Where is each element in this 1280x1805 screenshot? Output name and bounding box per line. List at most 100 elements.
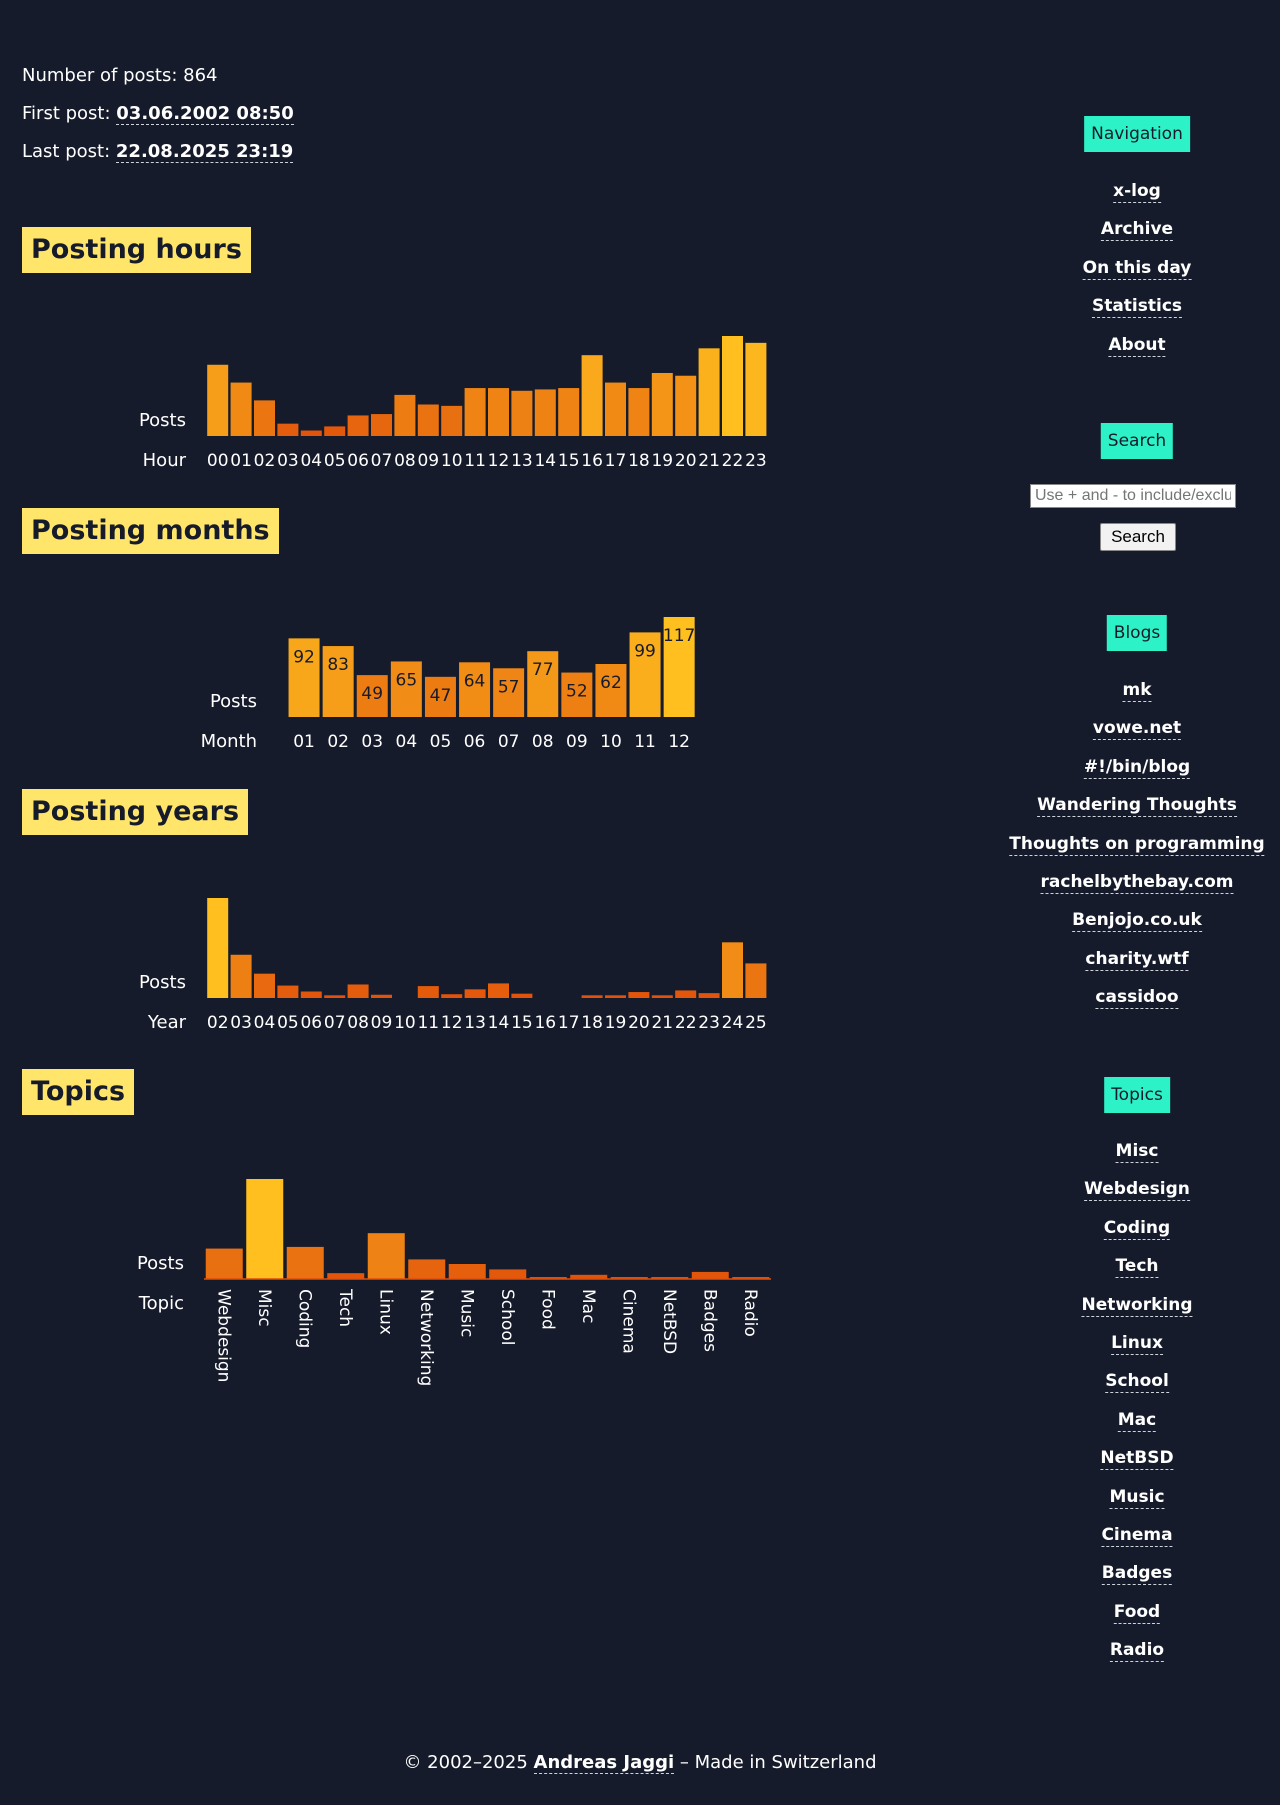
tick-label-Tech: Tech: [335, 1288, 355, 1327]
tick-label-12: 12: [668, 732, 690, 752]
blog-link-rachelbythebay-com[interactable]: rachelbythebay.com: [1040, 872, 1234, 894]
tick-label-02: 02: [327, 732, 349, 752]
nav-link-statistics[interactable]: Statistics: [1091, 296, 1183, 319]
nav-link-x-log[interactable]: x-log: [1113, 181, 1161, 203]
nav-link-on-this-day[interactable]: On this day: [1082, 257, 1192, 280]
tick-label-19: 19: [605, 1013, 627, 1033]
topic-link-music[interactable]: Music: [1109, 1486, 1165, 1509]
tick-label-12: 12: [488, 451, 510, 471]
stats-last-post-link[interactable]: 22.08.2025 23:19: [115, 141, 294, 163]
blog-link-thoughts-on-programming[interactable]: Thoughts on programming: [1009, 833, 1265, 856]
topic-link-cinema[interactable]: Cinema: [1101, 1525, 1173, 1547]
topic-link-misc[interactable]: Misc: [1115, 1141, 1159, 1163]
tick-label-School: School: [497, 1289, 517, 1345]
tick-label-Webdesign: Webdesign: [213, 1289, 233, 1382]
footer: © 2002–2025 Andreas Jaggi – Made in Swit…: [0, 1752, 1280, 1774]
data-label-02: 83: [327, 655, 349, 675]
tick-label-09: 09: [417, 451, 439, 471]
xlabel: Topic: [138, 1293, 184, 1314]
tick-label-05: 05: [324, 451, 346, 471]
tick-label-Coding: Coding: [294, 1289, 314, 1348]
bar-Music: [448, 1264, 486, 1279]
ylabel: Posts: [210, 691, 257, 712]
stats-first-post-link[interactable]: 03.06.2002 08:50: [116, 103, 294, 125]
nav-link-about[interactable]: About: [1108, 334, 1166, 357]
footer-author-link[interactable]: Andreas Jaggi: [533, 1752, 675, 1774]
bar-19: [605, 995, 626, 998]
tick-label-04: 04: [254, 1013, 276, 1033]
bar-15: [511, 993, 533, 998]
tick-label-10: 10: [441, 451, 463, 471]
bar-05: [277, 985, 299, 998]
topic-link-coding[interactable]: Coding: [1103, 1217, 1171, 1240]
bar-Webdesign: [205, 1248, 243, 1279]
tick-label-Badges: Badges: [699, 1289, 719, 1352]
search-button[interactable]: Search: [1100, 523, 1176, 551]
topic-link-school[interactable]: School: [1105, 1371, 1169, 1394]
tick-label-07: 07: [371, 451, 393, 471]
tick-label-15: 15: [558, 451, 580, 471]
blog-link-bin-blog[interactable]: #!/bin/blog: [1083, 756, 1191, 779]
blog-link-cassidoo[interactable]: cassidoo: [1095, 987, 1179, 1010]
footer-suffix: – Made in Switzerland: [679, 1752, 877, 1773]
topic-link-tech[interactable]: Tech: [1115, 1256, 1159, 1279]
topic-link-food[interactable]: Food: [1113, 1601, 1161, 1624]
tick-label-14: 14: [488, 1013, 510, 1033]
tick-label-11: 11: [417, 1013, 439, 1033]
search-input[interactable]: [1030, 484, 1236, 508]
bar-12: [663, 617, 695, 717]
tick-label-08: 08: [347, 1013, 369, 1033]
tick-label-04: 04: [396, 732, 418, 752]
tick-label-22: 22: [675, 1013, 697, 1033]
bar-24: [722, 942, 743, 998]
bar-Tech: [327, 1273, 365, 1279]
blog-link-charity-wtf[interactable]: charity.wtf: [1085, 948, 1189, 971]
nav-link-archive[interactable]: Archive: [1100, 219, 1174, 242]
bar-13: [511, 390, 533, 436]
stats-first-post-label: First post:: [22, 103, 111, 124]
bar-05: [324, 426, 346, 436]
blog-link-mk[interactable]: mk: [1122, 680, 1152, 702]
bar-07: [493, 668, 525, 717]
tick-label-03: 03: [361, 732, 383, 752]
bar-10: [441, 405, 463, 436]
bar-02: [207, 898, 229, 998]
bar-Food: [529, 1277, 567, 1279]
tick-label-Music: Music: [456, 1289, 476, 1337]
tick-label-19: 19: [651, 451, 673, 471]
bar-21: [698, 348, 720, 436]
topic-link-badges[interactable]: Badges: [1101, 1563, 1173, 1586]
bar-09: [417, 404, 439, 436]
bar-00: [207, 364, 229, 436]
tick-label-08: 08: [532, 732, 554, 752]
data-label-10: 62: [600, 673, 622, 693]
topic-link-linux[interactable]: Linux: [1111, 1333, 1163, 1355]
tick-label-06: 06: [300, 1013, 322, 1033]
blog-link-vowe-net[interactable]: vowe.net: [1092, 718, 1182, 741]
topic-link-radio[interactable]: Radio: [1109, 1640, 1165, 1663]
topic-link-webdesign[interactable]: Webdesign: [1084, 1179, 1190, 1202]
blog-link-benjojo-co-uk[interactable]: Benjojo.co.uk: [1072, 910, 1202, 933]
bar-School: [489, 1269, 527, 1279]
bar-18: [581, 995, 603, 998]
tick-label-09: 09: [371, 1013, 393, 1033]
tick-label-21: 21: [651, 1013, 673, 1033]
bar-07: [324, 995, 346, 998]
tick-label-20: 20: [628, 1013, 650, 1033]
topic-link-netbsd[interactable]: NetBSD: [1100, 1448, 1174, 1471]
bar-04: [390, 661, 422, 717]
topic-link-networking[interactable]: Networking: [1081, 1294, 1193, 1317]
topic-link-mac[interactable]: Mac: [1117, 1409, 1157, 1432]
tick-label-17: 17: [558, 1013, 580, 1033]
bar-10: [595, 664, 627, 717]
sidebar-heading-navigation: Navigation: [1084, 116, 1190, 152]
bar-08: [347, 984, 369, 998]
blog-link-wandering-thoughts[interactable]: Wandering Thoughts: [1037, 795, 1237, 818]
bar-04: [300, 430, 322, 436]
tick-label-21: 21: [698, 451, 720, 471]
tick-label-17: 17: [605, 451, 627, 471]
heading-topics: Topics: [22, 1069, 135, 1115]
bar-03: [356, 675, 388, 717]
tick-label-Linux: Linux: [375, 1289, 395, 1335]
heading-posting-hours: Posting hours: [22, 227, 251, 273]
